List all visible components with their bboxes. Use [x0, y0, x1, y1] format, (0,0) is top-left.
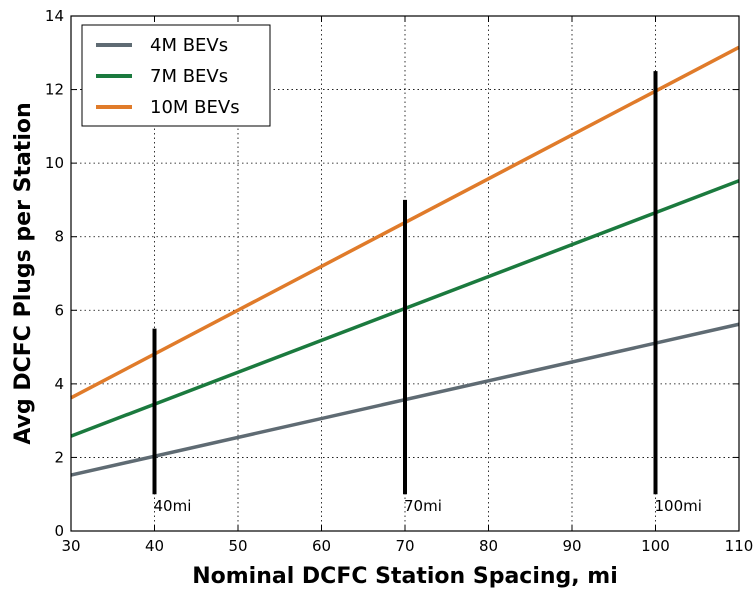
x-tick-label: 110: [725, 537, 754, 555]
spacing-bar-label-0: 40mi: [154, 497, 192, 515]
legend-label-10m: 10M BEVs: [150, 97, 240, 118]
y-axis-title: Avg DCFC Plugs per Station: [11, 102, 36, 444]
legend: 4M BEVs 7M BEVs 10M BEVs: [81, 24, 271, 127]
x-tick-label: 80: [479, 537, 498, 555]
spacing-bar-label-1: 70mi: [404, 497, 442, 515]
legend-label-7m: 7M BEVs: [150, 66, 228, 87]
vertical-bars: 40mi 70mi 100mi: [152, 71, 702, 515]
axis-ticks: 30 40 50 60 70 80 90 100 110 0 2 4 6 8 10 12 14: [45, 7, 753, 555]
x-tick-label: 90: [562, 537, 581, 555]
x-tick-label: 30: [61, 537, 80, 555]
spacing-bar-label-2: 100mi: [655, 497, 702, 515]
x-tick-label: 70: [395, 537, 414, 555]
y-tick-label: 2: [54, 448, 64, 466]
y-tick-label: 10: [45, 154, 64, 172]
y-tick-label: 4: [54, 375, 64, 393]
x-tick-label: 100: [641, 537, 670, 555]
y-tick-label: 0: [54, 522, 64, 540]
x-tick-label: 40: [145, 537, 164, 555]
x-tick-label: 60: [312, 537, 331, 555]
x-axis-title: Nominal DCFC Station Spacing, mi: [192, 564, 618, 589]
y-tick-label: 8: [54, 228, 64, 246]
y-tick-label: 6: [54, 301, 64, 319]
y-tick-label: 14: [45, 7, 64, 25]
y-tick-label: 12: [45, 81, 64, 99]
legend-label-4m: 4M BEVs: [150, 35, 228, 56]
x-tick-label: 50: [228, 537, 247, 555]
